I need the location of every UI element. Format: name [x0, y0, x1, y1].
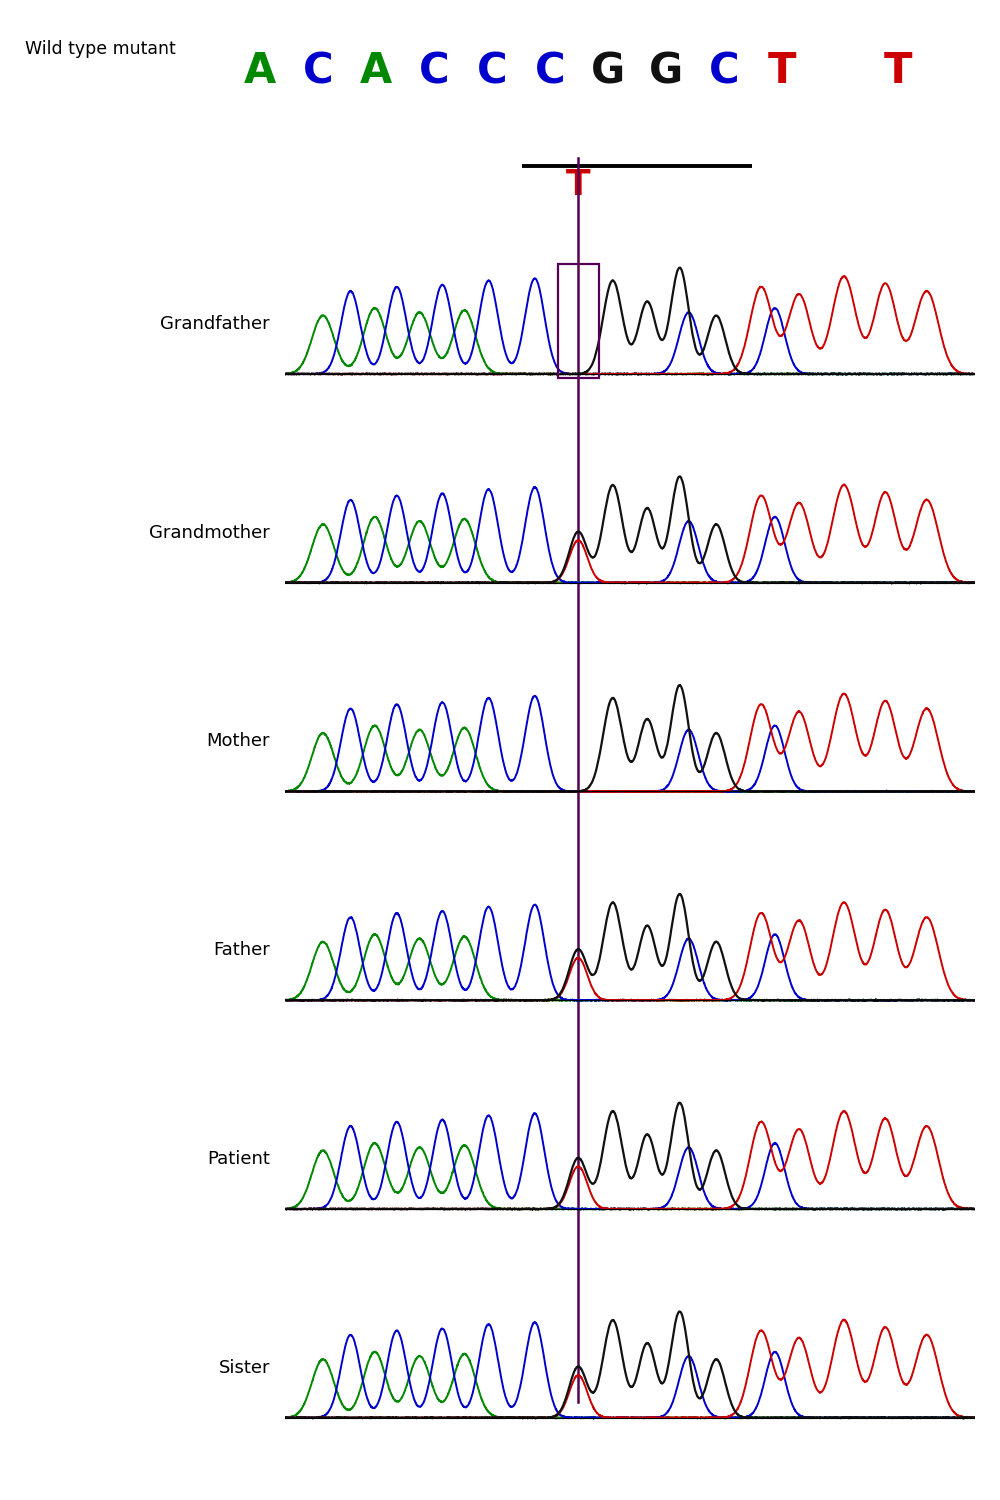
Text: Grandfather: Grandfather [160, 315, 270, 333]
Text: G: G [649, 51, 683, 93]
Text: Father: Father [213, 940, 270, 958]
Text: C: C [303, 51, 333, 93]
Text: Sister: Sister [218, 1359, 270, 1377]
Text: T: T [768, 51, 796, 93]
Text: T: T [566, 168, 591, 202]
Text: Mother: Mother [206, 732, 270, 750]
Text: G: G [591, 51, 625, 93]
Text: C: C [419, 51, 449, 93]
Text: C: C [535, 51, 565, 93]
Bar [558, 264, 599, 378]
Text: A: A [360, 51, 392, 93]
Text: Wild type mutant: Wild type mutant [25, 39, 176, 57]
Text: Patient: Patient [207, 1150, 270, 1168]
Text: C: C [709, 51, 739, 93]
Text: Grandmother: Grandmother [149, 524, 270, 542]
Text: T: T [884, 51, 912, 93]
Text: A: A [244, 51, 276, 93]
Text: C: C [477, 51, 507, 93]
